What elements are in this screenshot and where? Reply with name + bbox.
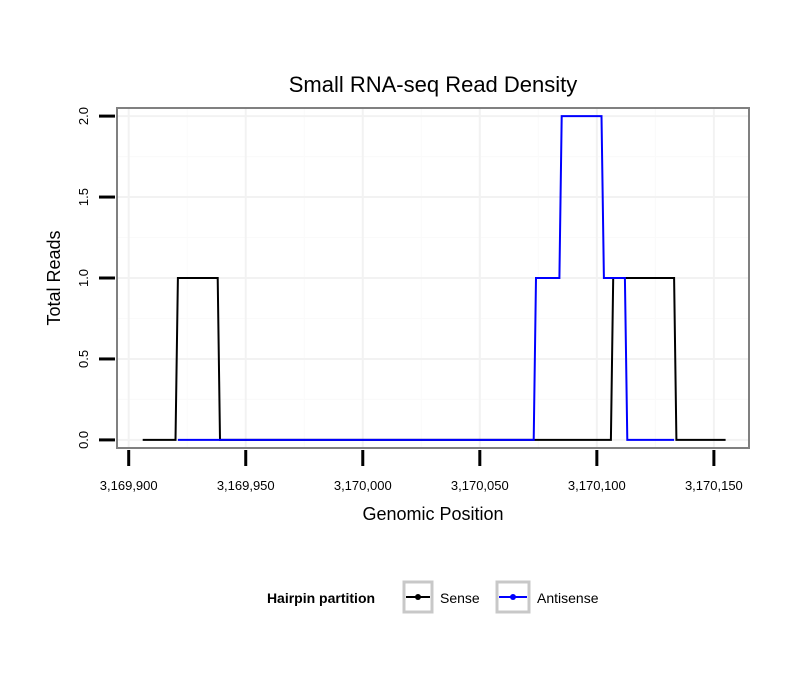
x-tick-label-5: 3,170,150 bbox=[685, 478, 743, 493]
chart-title: Small RNA-seq Read Density bbox=[289, 72, 578, 97]
legend-entry-antisense: Antisense bbox=[495, 580, 599, 614]
y-axis-title: Total Reads bbox=[44, 230, 64, 325]
series-line-antisense bbox=[177, 115, 675, 441]
legend: Hairpin partition Sense Antisense bbox=[267, 580, 599, 614]
legend-title: Hairpin partition bbox=[267, 590, 375, 606]
x-tick-label-0: 3,169,900 bbox=[100, 478, 158, 493]
x-tick-label-4: 3,170,100 bbox=[568, 478, 626, 493]
x-tick-label-3: 3,170,050 bbox=[451, 478, 509, 493]
y-tick-label-3: 1.5 bbox=[76, 188, 91, 206]
x-axis: 3,169,900 3,169,950 3,170,000 3,170,050 3,17… bbox=[100, 450, 743, 493]
legend-key-dot-sense bbox=[415, 594, 421, 600]
y-tick-label-0: 0.0 bbox=[76, 431, 91, 449]
x-tick-label-2: 3,170,000 bbox=[334, 478, 392, 493]
grid-lines bbox=[117, 108, 749, 448]
y-tick-label-4: 2.0 bbox=[76, 107, 91, 125]
y-tick-label-2: 1.0 bbox=[76, 269, 91, 287]
x-axis-title: Genomic Position bbox=[362, 504, 503, 524]
legend-label-sense: Sense bbox=[440, 590, 480, 606]
legend-key-dot-antisense bbox=[510, 594, 516, 600]
legend-entry-sense: Sense bbox=[402, 580, 480, 614]
plot-panel-border bbox=[116, 107, 750, 449]
y-axis: 0.0 0.5 1.0 1.5 2.0 bbox=[76, 107, 115, 449]
x-tick-label-1: 3,169,950 bbox=[217, 478, 275, 493]
legend-label-antisense: Antisense bbox=[537, 590, 599, 606]
y-tick-label-1: 0.5 bbox=[76, 350, 91, 368]
series-layer bbox=[142, 115, 726, 441]
